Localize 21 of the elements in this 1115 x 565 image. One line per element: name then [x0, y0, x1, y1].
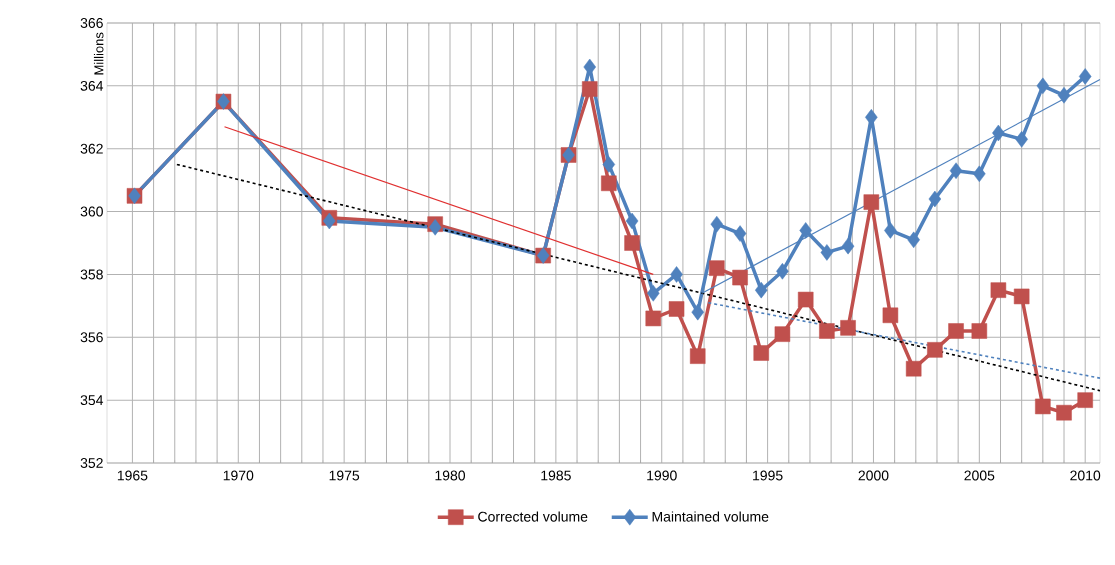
- legend-label: Corrected volume: [478, 511, 588, 522]
- y-tick-label: 360: [80, 206, 103, 217]
- x-tick-label: 2005: [964, 470, 995, 481]
- x-tick-label: 2010: [1070, 470, 1101, 481]
- x-tick-label: 1975: [329, 470, 360, 481]
- y-tick-label: 358: [80, 269, 103, 280]
- y-tick-label: 364: [80, 80, 104, 91]
- y-tick-label: 366: [80, 18, 103, 28]
- x-tick-label: 2000: [858, 470, 889, 481]
- legend-label: Maintained volume: [652, 511, 769, 522]
- x-tick-label: 1980: [435, 470, 466, 481]
- x-tick-label: 1990: [647, 470, 677, 481]
- y-tick-label: 356: [80, 332, 103, 343]
- x-tick-label: 1970: [223, 470, 254, 481]
- x-tick-label: 1995: [753, 470, 783, 481]
- y-tick-label: 352: [80, 458, 103, 468]
- y-tick-label: 354: [80, 395, 104, 406]
- y-axis-title: Millions: [93, 32, 104, 75]
- y-tick-label: 362: [80, 143, 103, 154]
- x-tick-label: 1965: [117, 470, 148, 481]
- x-tick-label: 1985: [541, 470, 571, 481]
